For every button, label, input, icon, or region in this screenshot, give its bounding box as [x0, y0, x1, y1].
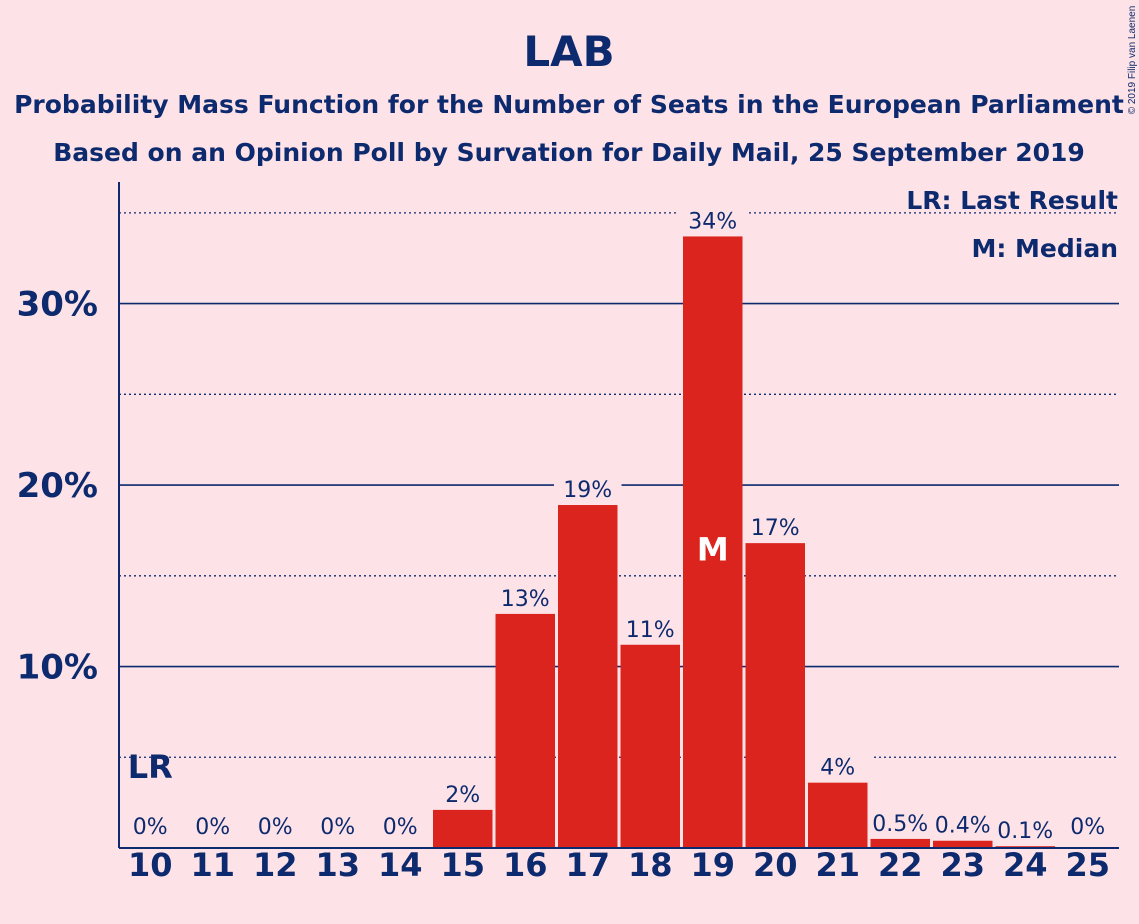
bar-seat-15: [433, 809, 493, 848]
label-backdrop: [616, 614, 684, 645]
x-tick-label: 22: [878, 846, 923, 884]
grid-lines: [119, 206, 1119, 847]
bar-seat-21: [808, 782, 868, 848]
x-tick-label: 21: [815, 846, 860, 884]
bar-seat-18: [620, 644, 680, 848]
x-tick-label: 13: [315, 846, 360, 884]
bars: [433, 236, 1055, 849]
x-tick-label: 15: [440, 846, 485, 884]
label-backdrop: [991, 816, 1059, 847]
chart-title: LAB: [523, 27, 614, 76]
data-label: 19%: [563, 478, 612, 503]
bar-seat-17: [558, 505, 618, 848]
label-backdrop: [929, 810, 997, 841]
x-tick-label: 12: [253, 846, 298, 884]
x-tick-label: 19: [690, 846, 735, 884]
data-label: 0%: [383, 815, 418, 840]
label-backdrop: [679, 206, 747, 237]
bar-seat-19: [683, 236, 743, 849]
y-tick-label: 20%: [17, 466, 98, 506]
last-result-marker: LR: [128, 748, 173, 786]
label-backdrop: [429, 779, 497, 810]
x-tick-label: 20: [753, 846, 798, 884]
data-label: 0.1%: [997, 819, 1053, 844]
x-tick-label: 11: [190, 846, 235, 884]
label-backdrop: [554, 475, 622, 506]
x-tick-labels: 10 11 12 13 14 15 16 17 18 19 20 21 22 23 24 25: [128, 846, 1110, 884]
chart-subtitle-2: Based on an Opinion Poll by Survation fo…: [53, 138, 1085, 167]
legend-last-result: LR: Last Result: [906, 186, 1118, 215]
x-tick-label: 10: [128, 846, 173, 884]
x-tick-label: 25: [1065, 846, 1110, 884]
copyright-notice: © 2019 Filip van Laenen: [1127, 6, 1138, 115]
y-tick-labels: 10% 20% 30%: [17, 285, 98, 688]
data-label: 0%: [320, 815, 355, 840]
data-label: 17%: [751, 516, 800, 541]
data-label: 11%: [626, 618, 675, 643]
x-tick-label: 16: [503, 846, 548, 884]
bar-seat-20: [745, 543, 805, 848]
legend-median: M: Median: [971, 234, 1118, 263]
data-label: 0%: [258, 815, 293, 840]
label-backdrop: [741, 513, 809, 544]
data-label: 4%: [820, 756, 855, 781]
data-label: 0.5%: [872, 812, 928, 837]
label-backdrop: [804, 752, 872, 783]
data-label: 2%: [445, 783, 480, 808]
label-backdrop: [491, 583, 559, 614]
data-label: 0%: [133, 815, 168, 840]
x-tick-label: 24: [1003, 846, 1048, 884]
bar-seat-23: [933, 840, 993, 848]
bar-seat-16: [495, 613, 555, 848]
bar-seat-22: [870, 838, 930, 848]
x-tick-label: 17: [565, 846, 610, 884]
data-label: 0.4%: [935, 814, 991, 839]
data-label: 34%: [688, 209, 737, 234]
x-tick-label: 18: [628, 846, 673, 884]
y-tick-label: 30%: [17, 285, 98, 325]
label-backdrop: [866, 808, 934, 839]
data-labels: 0% LR 0% 0% 0% 0% 2% 13% 19% 11% 34% M 17% 4% 0.5% 0.4%…: [128, 209, 1105, 844]
median-marker: M: [697, 531, 729, 569]
chart-subtitle-1: Probability Mass Function for the Number…: [14, 90, 1124, 119]
x-tick-label: 14: [378, 846, 423, 884]
data-label: 13%: [501, 587, 550, 612]
x-tick-label: 23: [940, 846, 985, 884]
data-label: 0%: [1070, 815, 1105, 840]
data-label: 0%: [195, 815, 230, 840]
y-tick-label: 10%: [17, 648, 98, 688]
